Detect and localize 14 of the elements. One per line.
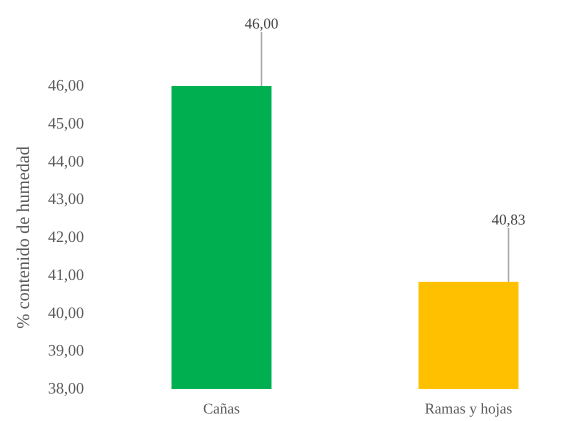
y-tick-label: 42,00 — [48, 229, 84, 246]
y-tick-label: 39,00 — [48, 342, 84, 360]
data-label: 46,00 — [244, 16, 278, 32]
x-tick-label: Ramas y hojas — [424, 402, 512, 418]
y-axis-title: % contenido de humedad — [13, 146, 33, 329]
y-tick-label: 45,00 — [48, 115, 84, 132]
y-tick-label: 44,00 — [48, 153, 84, 170]
data-label: 40,83 — [492, 212, 526, 228]
y-tick-label: 41,00 — [48, 266, 84, 284]
y-tick-label: 43,00 — [48, 191, 84, 208]
y-tick-label: 38,00 — [48, 380, 84, 398]
x-tick-label: Cañas — [203, 402, 240, 418]
y-tick-label: 46,00 — [48, 78, 84, 94]
y-tick-label: 40,00 — [48, 304, 84, 322]
